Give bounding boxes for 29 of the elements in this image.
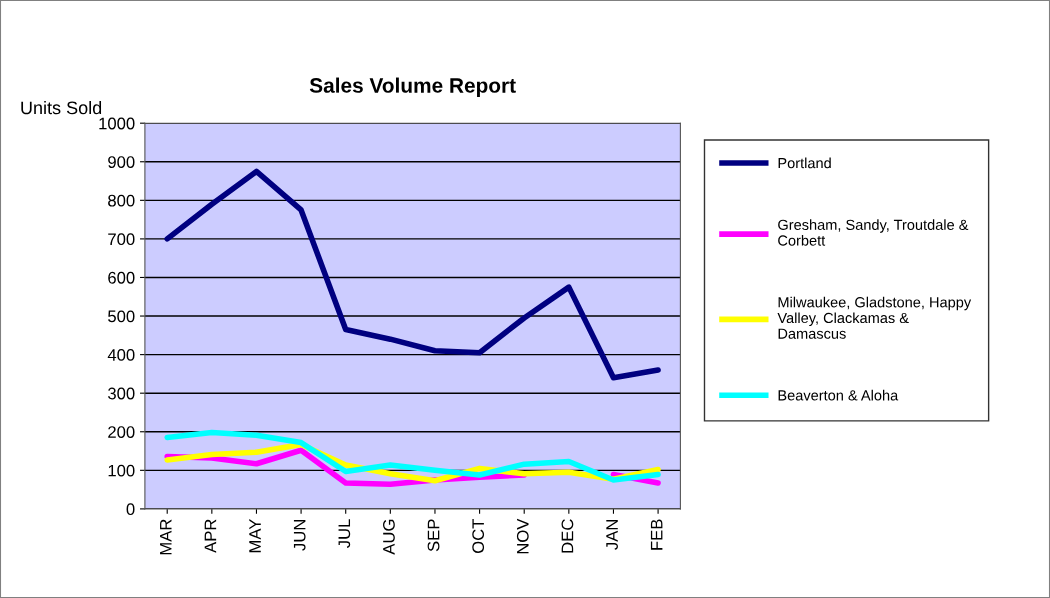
y-tick-label: 900 xyxy=(108,156,135,168)
x-tick-label: NOV xyxy=(516,518,529,554)
chart-title: Sales Volume Report xyxy=(309,77,516,97)
legend-label: Portland xyxy=(778,157,831,169)
y-axis-title: Units Sold xyxy=(21,100,102,115)
x-tick-label: MAR xyxy=(160,519,172,555)
y-tick-label: 1000 xyxy=(99,117,135,130)
y-tick-label: 600 xyxy=(108,271,135,284)
legend-label: Milwaukee, Gladstone, Happy Valley, Clackamas & Damascus xyxy=(777,296,972,339)
x-tick-label: JAN xyxy=(606,519,618,550)
x-tick-label: JUL xyxy=(338,519,351,548)
y-tick-label: 400 xyxy=(107,349,135,361)
y-tick-label: 100 xyxy=(108,464,135,477)
x-tick-label: MAY xyxy=(249,518,261,553)
x-tick-label: AUG xyxy=(383,519,395,555)
x-tick-label: DEC xyxy=(561,519,574,553)
y-tick-label: 300 xyxy=(108,387,135,400)
y-tick-label: 200 xyxy=(108,426,135,438)
y-tick-label: 0 xyxy=(126,503,135,516)
y-tick-label: 500 xyxy=(108,310,135,323)
legend-label: Beaverton & Aloha xyxy=(778,389,899,401)
x-tick-label: APR xyxy=(204,519,217,553)
legend-label: Gresham, Sandy, Troutdale & Corbett xyxy=(778,219,969,246)
y-tick-label: 800 xyxy=(108,194,135,207)
x-tick-label: JUN xyxy=(293,519,306,551)
x-tick-label: OCT xyxy=(472,519,485,554)
x-tick-label: FEB xyxy=(650,519,663,550)
x-tick-label: SEP xyxy=(427,519,440,552)
y-tick-label: 700 xyxy=(108,233,135,246)
